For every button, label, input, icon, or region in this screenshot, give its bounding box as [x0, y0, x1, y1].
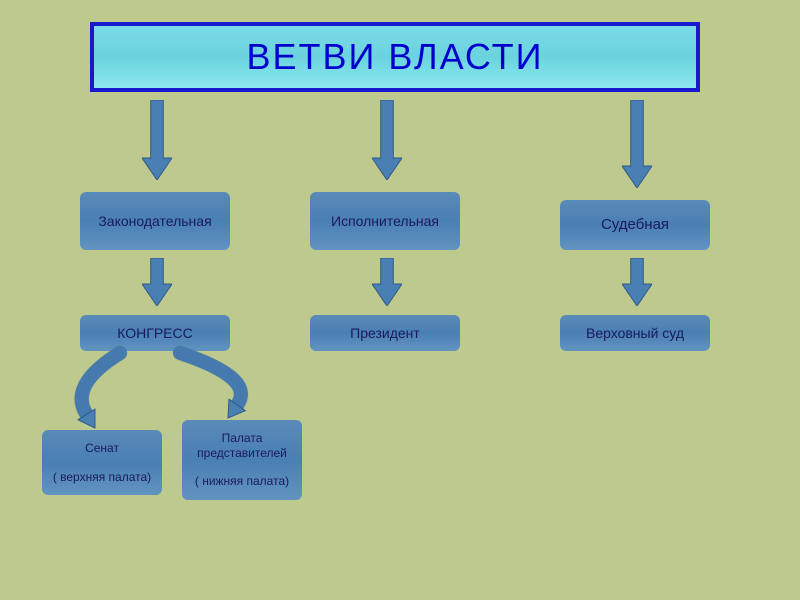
- node-supreme: Верховный суд: [560, 315, 710, 351]
- arrow-down-5: [622, 258, 652, 306]
- node-president: Президент: [310, 315, 460, 351]
- node-legislative: Законодательная: [80, 192, 230, 250]
- node-executive: Исполнительная: [310, 192, 460, 250]
- node-judicial: Судебная: [560, 200, 710, 250]
- arrow-down-1: [372, 100, 402, 180]
- arrow-down-0: [142, 100, 172, 180]
- curved-arrow-0: [48, 343, 140, 453]
- arrow-down-2: [622, 100, 652, 188]
- title-text: ВЕТВИ ВЛАСТИ: [246, 36, 543, 78]
- title-box: ВЕТВИ ВЛАСТИ: [90, 22, 700, 92]
- arrow-down-3: [142, 258, 172, 306]
- curved-arrow-1: [160, 343, 276, 443]
- arrow-down-4: [372, 258, 402, 306]
